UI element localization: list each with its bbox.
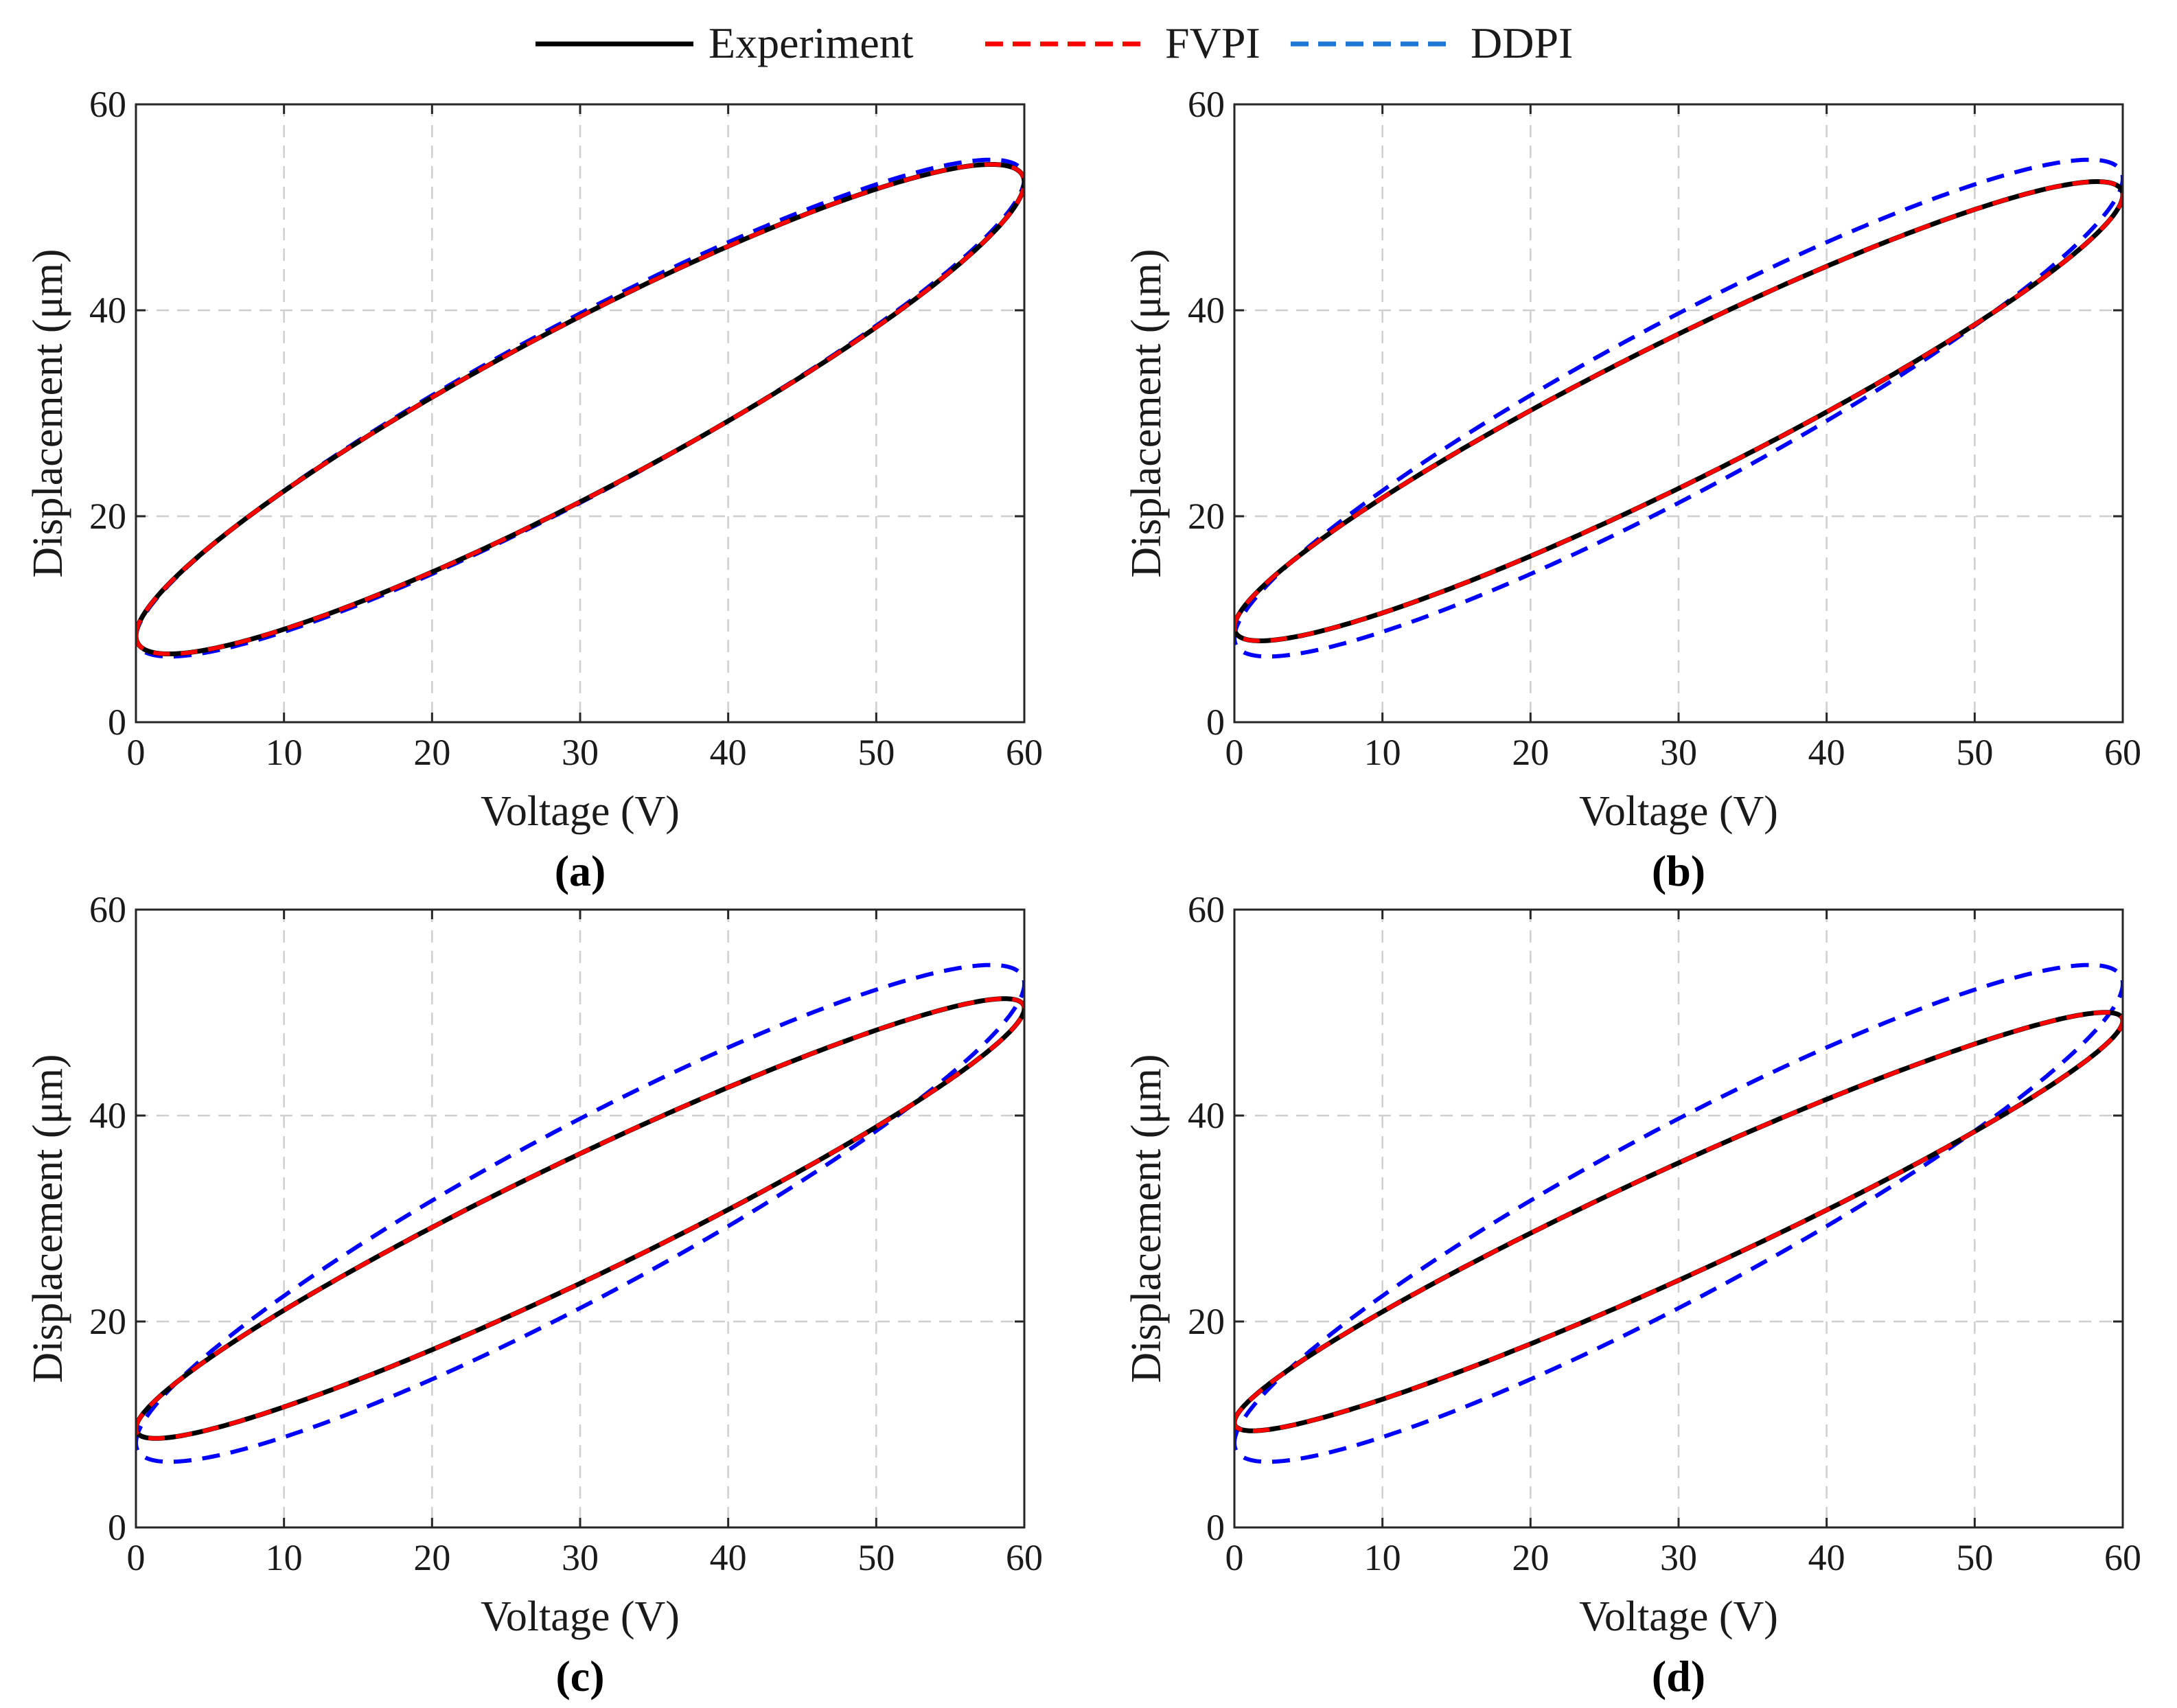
series-experiment bbox=[136, 162, 1024, 656]
x-tick-label: 60 bbox=[1006, 1537, 1043, 1578]
y-tick-label: 0 bbox=[108, 1507, 126, 1548]
x-tick-label: 10 bbox=[1364, 732, 1401, 773]
y-tick-label: 40 bbox=[1188, 1095, 1225, 1136]
y-axis-label: Displacement (μm) bbox=[25, 1054, 71, 1383]
series-ddpi bbox=[1234, 962, 2123, 1464]
x-tick-label: 30 bbox=[562, 1537, 599, 1578]
x-tick-label: 20 bbox=[1512, 732, 1549, 773]
x-tick-label: 50 bbox=[1956, 1537, 1993, 1578]
panel-d: 0 10 20 30 40 50 60 0 20 40 60 Voltage (V) Displacem… bbox=[1123, 889, 2141, 1700]
x-tick-label: 0 bbox=[1225, 1537, 1244, 1578]
x-tick-label: 60 bbox=[2104, 1537, 2141, 1578]
x-tick-label: 0 bbox=[127, 1537, 146, 1578]
x-tick-label: 20 bbox=[413, 732, 450, 773]
y-tick-label: 60 bbox=[1188, 84, 1225, 125]
x-tick-label: 10 bbox=[266, 1537, 303, 1578]
series-group bbox=[1234, 157, 2123, 659]
x-tick-label: 60 bbox=[2104, 732, 2141, 773]
panel-b: 0 10 20 30 40 50 60 0 20 40 60 Voltage (V) Displacem… bbox=[1123, 84, 2141, 895]
series-ddpi bbox=[136, 962, 1024, 1464]
series-group bbox=[1234, 962, 2123, 1464]
series-experiment bbox=[1234, 1010, 2123, 1433]
panel-label: (a) bbox=[555, 846, 606, 895]
x-tick-label: 0 bbox=[1225, 732, 1244, 773]
x-axis-label: Voltage (V) bbox=[1579, 1593, 1778, 1640]
x-tick-label: 40 bbox=[710, 1537, 747, 1578]
y-tick-label: 20 bbox=[1188, 1301, 1225, 1342]
y-tick-label: 20 bbox=[89, 1301, 126, 1342]
panel-label: (d) bbox=[1652, 1652, 1705, 1700]
y-tick-label: 60 bbox=[89, 889, 126, 930]
legend-label-ddpi: DDPI bbox=[1471, 19, 1573, 67]
x-tick-label: 40 bbox=[710, 732, 747, 773]
legend-label-fvpi: FVPI bbox=[1165, 19, 1260, 67]
x-tick-label: 50 bbox=[1956, 732, 1993, 773]
y-axis-label: Displacement (μm) bbox=[1123, 1054, 1170, 1383]
y-tick-label: 60 bbox=[1188, 889, 1225, 930]
y-tick-label: 0 bbox=[108, 702, 126, 743]
x-tick-label: 0 bbox=[127, 732, 146, 773]
legend-label-experiment: Experiment bbox=[709, 19, 914, 67]
x-tick-label: 20 bbox=[1512, 1537, 1549, 1578]
x-tick-label: 40 bbox=[1808, 732, 1845, 773]
x-axis-label: Voltage (V) bbox=[1579, 788, 1778, 835]
y-tick-label: 40 bbox=[89, 290, 126, 331]
y-tick-label: 20 bbox=[1188, 496, 1225, 537]
x-tick-label: 30 bbox=[1660, 1537, 1697, 1578]
series-fvpi bbox=[1234, 179, 2123, 643]
y-tick-label: 40 bbox=[89, 1095, 126, 1136]
panel-label: (c) bbox=[555, 1652, 604, 1700]
y-tick-label: 40 bbox=[1188, 290, 1225, 331]
x-tick-label: 50 bbox=[857, 1537, 895, 1578]
x-axis-label: Voltage (V) bbox=[481, 788, 680, 835]
y-tick-label: 0 bbox=[1206, 1507, 1225, 1548]
panel-c: 0 10 20 30 40 50 60 0 20 40 60 Voltage (V) Displacem… bbox=[25, 889, 1043, 1700]
x-tick-label: 20 bbox=[413, 1537, 450, 1578]
series-group bbox=[136, 962, 1024, 1464]
x-tick-label: 30 bbox=[562, 732, 599, 773]
panel-a: 0 10 20 30 40 50 60 0 20 40 60 Voltage (V) Displacem… bbox=[25, 84, 1043, 895]
x-tick-label: 50 bbox=[857, 732, 895, 773]
y-tick-label: 60 bbox=[89, 84, 126, 125]
x-tick-label: 10 bbox=[1364, 1537, 1401, 1578]
series-fvpi bbox=[136, 996, 1024, 1441]
x-tick-label: 30 bbox=[1660, 732, 1697, 773]
legend: Experiment FVPI DDPI bbox=[535, 19, 1573, 67]
x-tick-label: 60 bbox=[1006, 732, 1043, 773]
series-ddpi bbox=[1234, 157, 2123, 659]
y-axis-label: Displacement (μm) bbox=[1123, 249, 1170, 577]
x-tick-label: 40 bbox=[1808, 1537, 1845, 1578]
panel-label: (b) bbox=[1652, 846, 1705, 895]
x-tick-label: 10 bbox=[266, 732, 303, 773]
y-tick-label: 20 bbox=[89, 496, 126, 537]
y-axis-label: Displacement (μm) bbox=[25, 249, 71, 577]
x-axis-label: Voltage (V) bbox=[481, 1593, 680, 1640]
y-tick-label: 0 bbox=[1206, 702, 1225, 743]
series-group bbox=[136, 157, 1024, 659]
